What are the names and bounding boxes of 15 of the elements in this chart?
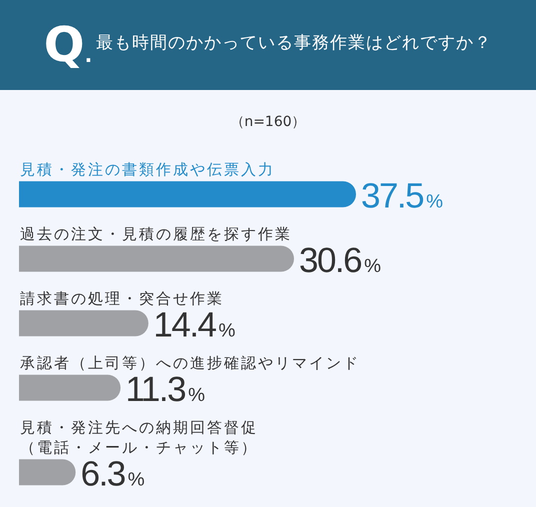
y-tick-label: 見積・発注先への納期回答督促（電話・メール・チャット等） <box>20 418 258 456</box>
data-label: 6.3% <box>80 454 145 494</box>
bar <box>19 374 121 401</box>
y-tick-label: 承認者（上司等）への進捗確認やリマインド <box>20 354 360 372</box>
bar <box>19 246 294 272</box>
data-label: 14.4% <box>153 305 236 344</box>
chart-subtitle: （n=160） <box>229 113 307 131</box>
bar <box>19 181 356 208</box>
data-label: 11.3% <box>126 370 206 409</box>
y-tick-label: 請求書の処理・突合せ作業 <box>20 289 224 308</box>
data-label: 30.6% <box>298 240 382 280</box>
data-label: 37.5% <box>361 176 444 216</box>
y-tick-label: 見積・発注の書類作成や伝票入力 <box>20 160 275 178</box>
bar <box>19 310 148 336</box>
y-tick-label: 過去の注文・見積の履歴を探す作業 <box>20 224 292 243</box>
